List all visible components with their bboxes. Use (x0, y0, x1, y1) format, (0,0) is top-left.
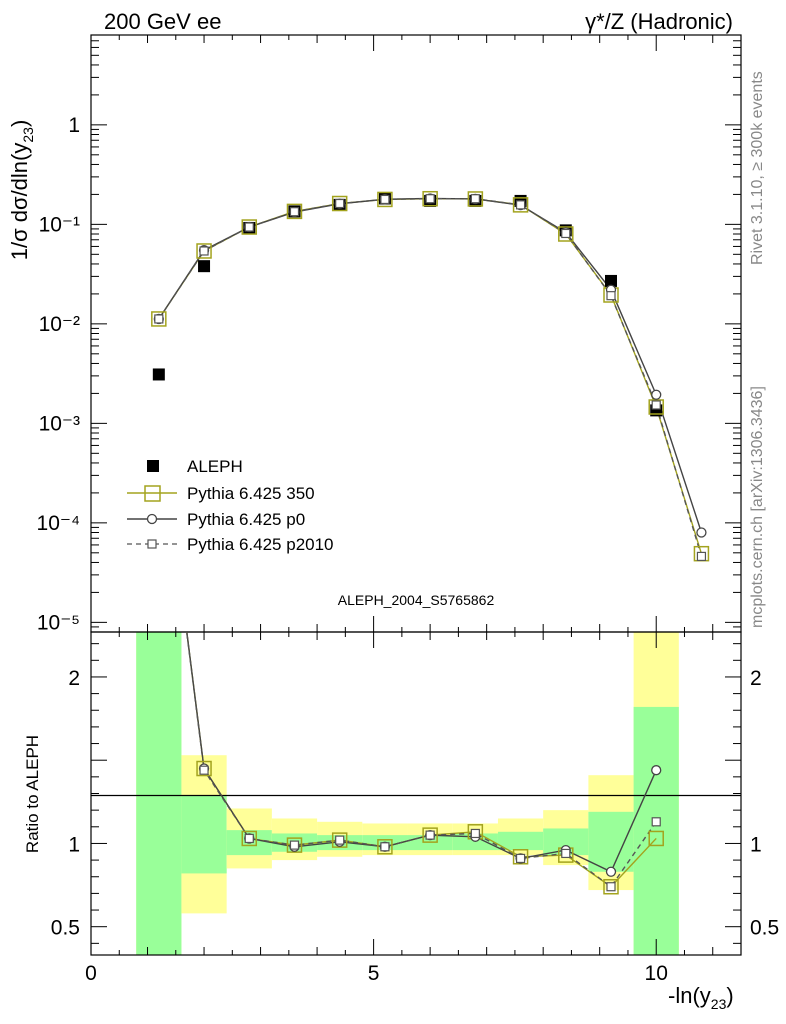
ratio-point-pythia-6-425-350 (377, 839, 393, 855)
legend-label-aleph: ALEPH (187, 457, 243, 476)
legend-marker-p2010 (147, 539, 157, 549)
point-pythia-6-425-350 (241, 219, 258, 235)
x-axis-title: -ln(y23) (668, 983, 734, 1012)
ratio-point-pythia-6-425-p0 (651, 765, 662, 776)
point-pythia-6-425-p2010 (154, 314, 164, 324)
ratio-point-pythia-6-425-p0 (605, 866, 617, 877)
legend-label-350: Pythia 6.425 350 (187, 484, 315, 503)
ratio-point-pythia-6-425-350 (241, 830, 258, 847)
ratio-y-tick-label-right: 2 (750, 667, 762, 690)
process-title: γ*/Z (Hadronic) (585, 9, 733, 34)
ratio-point-pythia-6-425-p2010 (380, 842, 390, 852)
ratio-point-pythia-6-425-p2010 (199, 765, 209, 775)
point-pythia-6-425-p0 (696, 527, 707, 538)
main-y-axis-title: 1/σ dσ/dln(y23) (7, 120, 36, 261)
point-pythia-6-425-p2010 (515, 200, 526, 210)
point-pythia-6-425-p2010 (651, 400, 661, 410)
point-pythia-6-425-p2010 (425, 194, 435, 204)
point-pythia-6-425-p2010 (335, 198, 345, 209)
point-pythia-6-425-p2010 (470, 194, 480, 204)
point-pythia-6-425-p2010 (380, 194, 390, 205)
point-pythia-6-425-350 (422, 190, 438, 207)
point-pythia-6-425-350 (196, 243, 212, 259)
analysis-watermark: ALEPH_2004_S5765862 (338, 592, 495, 608)
main-y-tick-label: 10⁻² (39, 313, 80, 336)
main-y-tick-label: 10⁻³ (39, 412, 80, 435)
point-pythia-6-425-350 (151, 311, 167, 327)
band-green-10 (588, 811, 634, 872)
ratio-plot-series (185, 632, 664, 895)
legend: ALEPH Pythia 6.425 350 Pythia 6.425 p0 P… (127, 457, 334, 554)
main-y-tick-label: 10⁻⁴ (37, 512, 80, 535)
ratio-y-tick-label: 1 (68, 833, 80, 856)
ratio-point-pythia-6-425-p2010 (244, 833, 254, 844)
main-y-tick-label: 10⁻⁵ (37, 611, 80, 634)
main-plot-series (151, 190, 710, 562)
ratio-point-pythia-6-425-p2010 (470, 828, 480, 839)
legend-label-p2010: Pythia 6.425 p2010 (187, 535, 334, 554)
ratio-line-pythia-6-425-p0 (186, 632, 657, 873)
ratio-point-pythia-6-425-350 (286, 837, 303, 853)
point-pythia-6-425-350 (286, 203, 303, 220)
ratio-point-pythia-6-425-p2010 (651, 817, 661, 827)
point-aleph (605, 274, 617, 287)
point-pythia-6-425-350 (648, 399, 664, 415)
point-pythia-6-425-p2010 (606, 291, 616, 301)
main-y-tick-label: 10⁻¹ (39, 213, 80, 236)
ratio-point-pythia-6-425-p2010 (561, 848, 571, 859)
x-tick-label: 0 (85, 962, 97, 985)
ratio-point-pythia-6-425-350 (331, 832, 348, 848)
point-pythia-6-425-p0 (651, 389, 662, 400)
ratio-point-pythia-6-425-350 (196, 760, 212, 777)
energy-title: 200 GeV ee (104, 9, 221, 34)
ratio-axis-ticks: 0.5 0.5 1 1 2 2 0 5 10 (51, 632, 779, 985)
ratio-point-pythia-6-425-p2010 (606, 882, 616, 892)
ratio-y-tick-label: 2 (68, 667, 80, 690)
legend-label-p0: Pythia 6.425 p0 (187, 510, 305, 529)
legend-marker-p0 (146, 513, 158, 525)
ratio-point-pythia-6-425-p2010 (335, 835, 345, 845)
mcplots-label: mcplots.cern.ch [arXiv:1306.3436] (749, 386, 766, 628)
x-tick-label: 10 (645, 962, 668, 985)
main-y-tick-label: 1 (68, 114, 80, 137)
ratio-point-pythia-6-425-350 (603, 878, 619, 895)
point-pythia-6-425-p2010 (199, 246, 209, 256)
point-pythia-6-425-p2010 (244, 222, 254, 232)
point-aleph (152, 368, 165, 381)
point-pythia-6-425-350 (512, 197, 529, 213)
x-tick-label: 5 (368, 962, 380, 985)
point-pythia-6-425-p2010 (696, 551, 707, 562)
point-pythia-6-425-350 (558, 226, 574, 242)
ratio-y-tick-label: 0.5 (51, 917, 80, 940)
band-green-8 (497, 831, 544, 851)
main-axis-ticks: 1 10⁻¹ 10⁻² 10⁻³ 10⁻⁴ 10⁻⁵ (37, 34, 741, 634)
ratio-y-tick-label-right: 1 (750, 833, 762, 856)
point-pythia-6-425-350 (331, 195, 348, 212)
ratio-point-pythia-6-425-p2010 (289, 840, 300, 850)
point-pythia-6-425-p2010 (289, 207, 300, 217)
point-aleph (198, 260, 211, 273)
point-pythia-6-425-350 (377, 191, 393, 208)
band-green-1 (181, 795, 227, 874)
ratio-y-tick-label-right: 0.5 (750, 917, 779, 940)
ratio-uncertainty-bands (136, 632, 679, 955)
ratio-point-pythia-6-425-350 (648, 830, 664, 847)
point-pythia-6-425-p2010 (561, 228, 571, 239)
ratio-point-pythia-6-425-350 (512, 849, 529, 865)
point-pythia-6-425-350 (467, 191, 484, 207)
band-green-0 (136, 632, 182, 955)
legend-marker-aleph (147, 460, 159, 472)
series-line-pythia-6-425-p0 (158, 197, 703, 533)
ratio-point-pythia-6-425-350 (422, 827, 438, 843)
ratio-line-pythia-6-425-p2010 (185, 632, 657, 888)
ratio-y-axis-title: Ratio to ALEPH (23, 735, 42, 853)
rivet-label: Rivet 3.1.10, ≥ 300k events (749, 71, 766, 265)
ratio-point-pythia-6-425-p2010 (425, 830, 435, 840)
legend-marker-350 (144, 485, 161, 502)
ratio-point-pythia-6-425-p2010 (515, 853, 526, 864)
